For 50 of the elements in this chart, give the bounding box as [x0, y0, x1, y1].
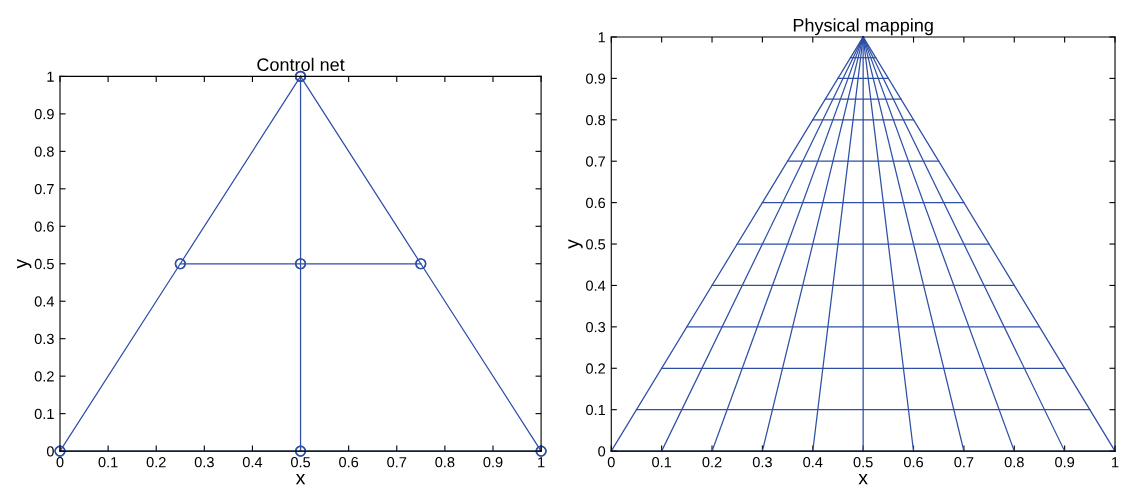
- y-tick-label: 0: [598, 446, 606, 457]
- x-tick-label: 0.2: [146, 457, 166, 468]
- x-tick-label: 0.4: [242, 457, 263, 468]
- x-tick-label: 0.4: [803, 457, 823, 468]
- x-tick-label: 0.9: [1055, 457, 1075, 468]
- x-tick-label: 0.8: [435, 457, 455, 468]
- y-tick-label: 0.7: [586, 156, 605, 167]
- y-tick-label: 0: [46, 446, 54, 457]
- y-tick-label: 0.4: [34, 296, 55, 307]
- x-tick-label: 0.5: [853, 457, 873, 468]
- x-tick-label: 0.3: [752, 457, 772, 468]
- x-tick-label: 0.7: [387, 457, 407, 468]
- chart-title: Control net: [257, 57, 345, 72]
- x-tick-label: 0.5: [290, 457, 311, 468]
- y-tick-label: 0.8: [586, 114, 606, 126]
- y-tick-label: 0.9: [34, 108, 54, 120]
- y-tick-label: 0.5: [586, 239, 606, 250]
- y-tick-label: 0.1: [586, 404, 606, 416]
- x-tick-label: 1: [538, 457, 545, 468]
- x-axis-title: x: [295, 474, 306, 485]
- x-tick-label: 0: [56, 457, 64, 468]
- y-axis-title: y: [568, 239, 583, 249]
- y-tick-label: 0.2: [34, 371, 54, 382]
- x-tick-label: 0.2: [702, 457, 722, 468]
- x-tick-label: 0.8: [1004, 457, 1024, 468]
- x-tick-label: 0.1: [652, 457, 672, 468]
- chart-title: Physical mapping: [793, 18, 933, 36]
- x-tick-label: 0.9: [483, 457, 503, 468]
- y-tick-label: 0.1: [34, 408, 54, 420]
- x-tick-label: 0.6: [339, 457, 359, 468]
- x-tick-label: 0.6: [903, 457, 924, 468]
- y-tick-label: 0.6: [586, 197, 606, 209]
- x-tick-label: 0: [607, 457, 615, 468]
- y-tick-label: 0.3: [586, 321, 606, 333]
- y-tick-label: 0.7: [34, 183, 54, 195]
- y-tick-label: 0.2: [586, 363, 605, 374]
- y-tick-label: 0.6: [34, 221, 54, 232]
- y-tick-label: 0.3: [34, 333, 54, 345]
- y-tick-label: 0.9: [586, 73, 606, 84]
- x-tick-label: 0.3: [194, 457, 214, 468]
- x-tick-label: 0.7: [954, 457, 974, 468]
- y-axis-title: y: [17, 258, 32, 269]
- y-tick-label: 0.5: [34, 258, 54, 270]
- y-tick-label: 1: [598, 32, 606, 43]
- y-tick-label: 0.4: [586, 280, 606, 291]
- y-tick-label: 1: [47, 71, 54, 82]
- x-tick-label: 1: [1112, 457, 1119, 468]
- y-tick-label: 0.8: [34, 146, 54, 157]
- x-tick-label: 0.1: [98, 457, 118, 468]
- x-axis-title: x: [858, 474, 868, 485]
